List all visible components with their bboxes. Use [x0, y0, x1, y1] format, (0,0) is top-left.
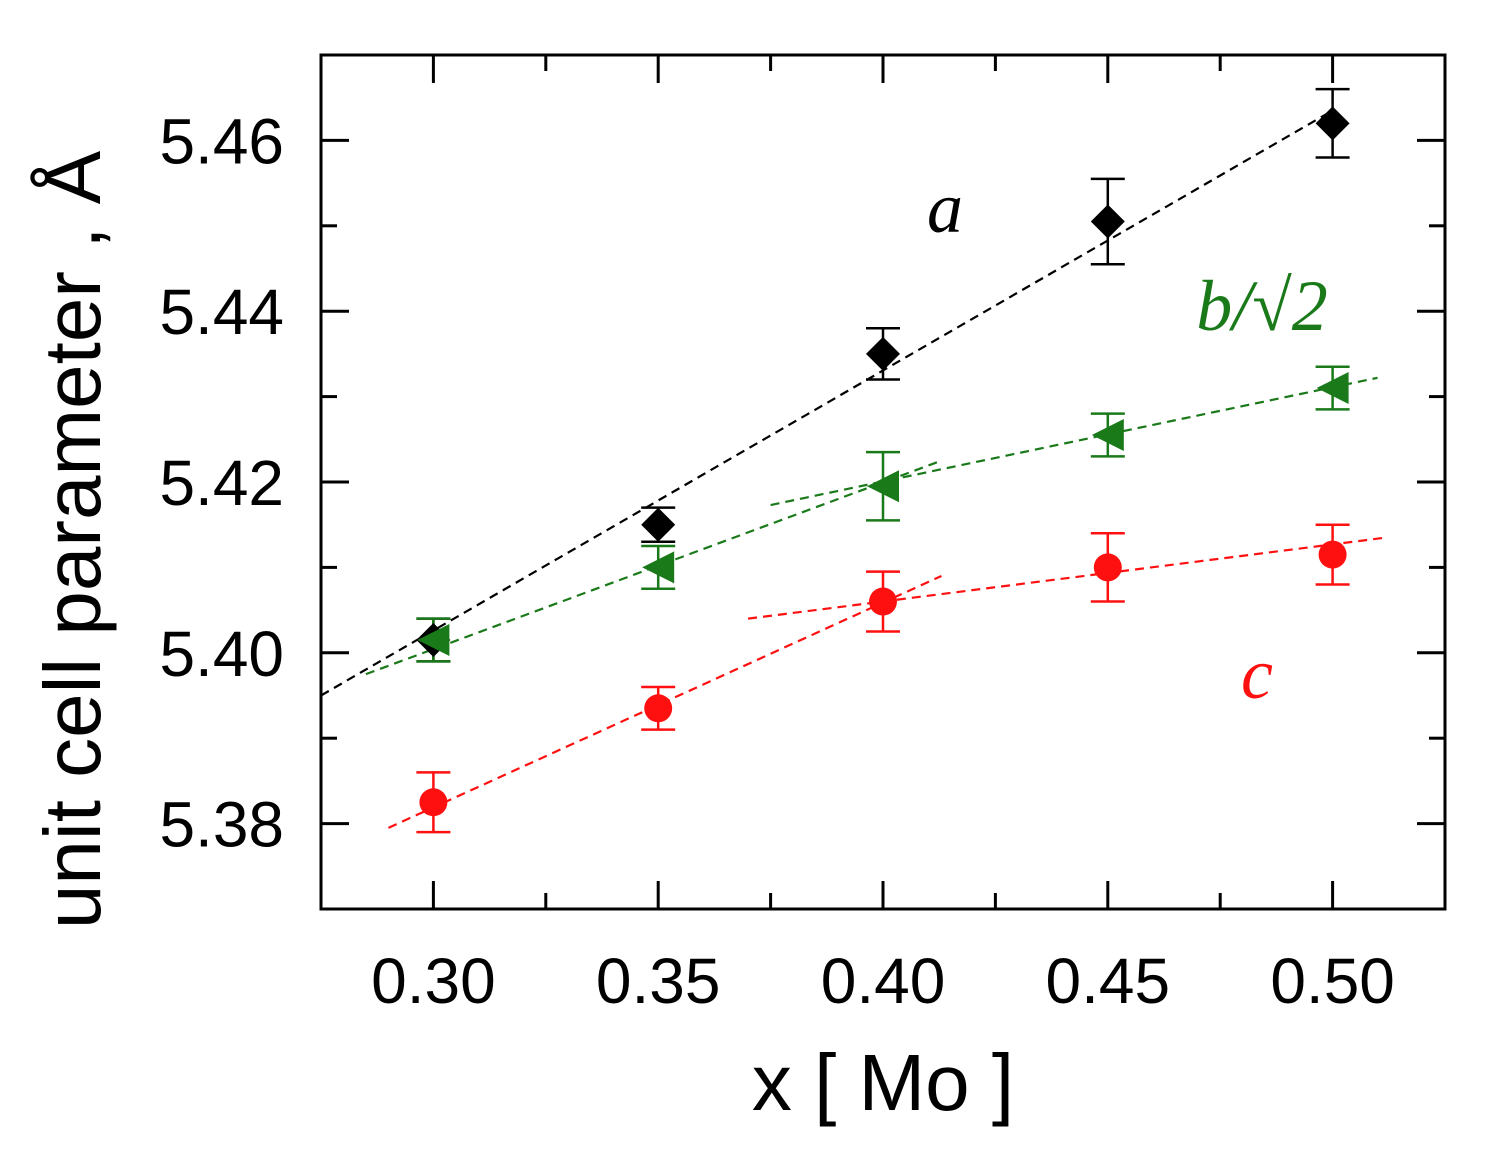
x-axis-title: x [ Mo ]	[752, 1038, 1014, 1127]
series-label-c: c	[1241, 634, 1273, 714]
data-points	[416, 106, 1350, 817]
data-point-c	[1318, 540, 1347, 569]
data-point-a	[1090, 204, 1125, 239]
series-label-a: a	[927, 168, 963, 248]
data-point-c	[869, 587, 897, 616]
data-point-a	[1315, 106, 1350, 141]
fit-lines	[320, 109, 1387, 829]
data-point-a	[866, 336, 900, 371]
fit-line-c	[747, 536, 1387, 620]
data-point-c	[419, 788, 448, 817]
series-label-b: b/√2	[1196, 266, 1328, 346]
x-tick-label: 0.35	[596, 945, 721, 1017]
data-point-b	[1316, 372, 1349, 405]
x-tick-label: 0.40	[821, 945, 946, 1017]
data-point-a	[641, 507, 676, 542]
data-point-c	[644, 694, 673, 723]
data-point-c	[1093, 553, 1122, 582]
y-tick-labels: 5.38 5.40 5.42 5.44 5.46	[159, 105, 284, 860]
y-tick-label: 5.44	[159, 276, 284, 348]
y-tick-label: 5.38	[159, 789, 284, 861]
error-bars	[416, 87, 1350, 834]
y-tick-label: 5.42	[159, 447, 284, 519]
tick-marks	[321, 55, 1445, 909]
y-axis-title: unit cell parameter , Å	[28, 150, 117, 929]
data-point-b	[1091, 419, 1124, 452]
x-tick-labels: 0.30 0.35 0.40 0.45 0.50	[371, 945, 1395, 1017]
data-point-b	[867, 470, 899, 503]
y-tick-label: 5.40	[159, 618, 284, 690]
y-tick-label: 5.46	[159, 105, 284, 177]
data-point-b	[417, 623, 450, 656]
x-tick-label: 0.30	[371, 945, 496, 1017]
x-tick-label: 0.45	[1046, 945, 1171, 1017]
x-tick-label: 0.50	[1270, 945, 1395, 1017]
data-point-b	[642, 551, 675, 584]
fit-line-b	[770, 376, 1378, 507]
